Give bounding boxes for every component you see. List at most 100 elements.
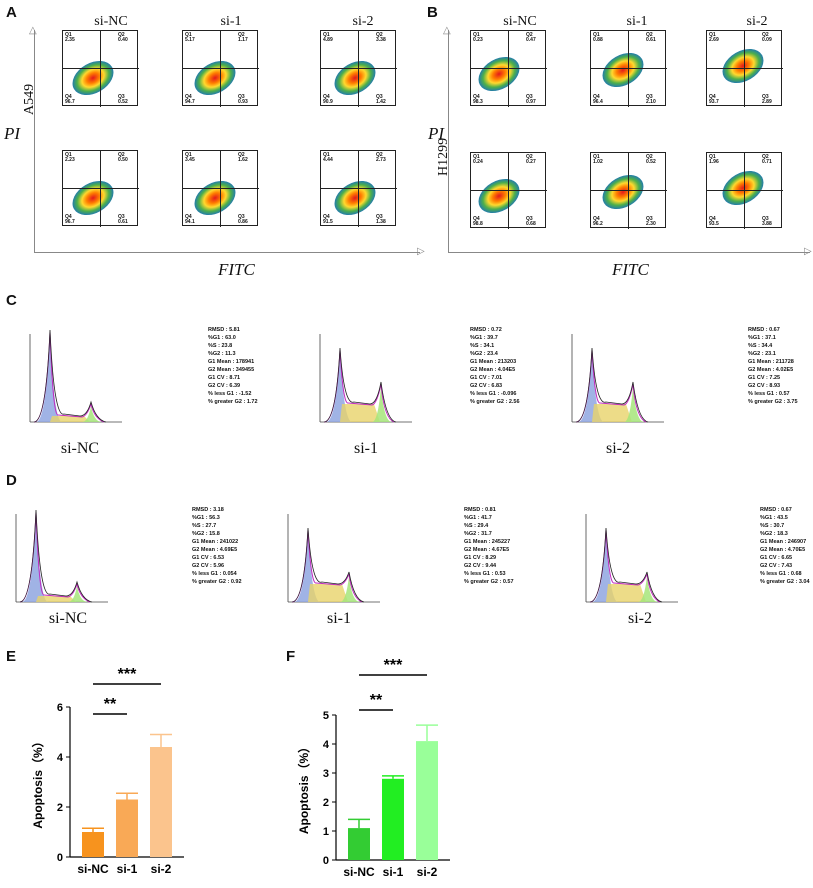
quadrant-value: Q4 91.5 [323, 214, 333, 225]
gate-line [183, 188, 259, 189]
panel-e-label: E [6, 648, 17, 665]
cell-population [716, 164, 770, 212]
gate-line [358, 31, 359, 107]
quadrant-value: Q1 1.96 [709, 154, 719, 165]
bar-si-NC [348, 828, 370, 860]
gate-line [321, 188, 397, 189]
panel-d-caption: si-2 [628, 610, 652, 627]
cell-population [472, 172, 526, 220]
gate-line [707, 68, 783, 69]
quadrant-value: Q4 94.1 [185, 214, 195, 225]
quadrant-value: Q3 0.86 [238, 214, 248, 225]
quadrant-value: Q1 4.89 [323, 32, 333, 43]
quadrant-value: Q1 2.35 [65, 32, 75, 43]
arrow-up-icon: △ [29, 25, 37, 36]
x-tick-label: si-1 [383, 865, 404, 879]
gate-line [591, 190, 667, 191]
cell-population [596, 168, 650, 216]
quadrant-value: Q3 0.93 [238, 94, 248, 105]
gate-line [628, 153, 629, 229]
bar-si-1 [382, 778, 404, 860]
g1-peak [36, 334, 62, 422]
cell-population [188, 54, 242, 102]
panel-a-row-label: A549 [22, 83, 37, 115]
quadrant-value: Q2 1.17 [238, 32, 248, 43]
y-tick-label: 4 [323, 739, 330, 751]
significance-label: ** [104, 696, 117, 713]
quadrant-value: Q3 3.88 [762, 216, 772, 227]
y-tick-label: 2 [57, 802, 63, 814]
panel-b-y-axis-line [448, 30, 449, 252]
quadrant-value: Q3 1.38 [376, 214, 386, 225]
arrow-up-icon: △ [443, 25, 451, 36]
quadrant-value: Q4 94.7 [185, 94, 195, 105]
gate-line [220, 151, 221, 227]
data-curve [291, 527, 365, 603]
quadrant-value: Q4 93.7 [709, 94, 719, 105]
panel-d-caption: si-NC [48, 610, 88, 627]
quadrant-value: Q4 96.2 [593, 216, 603, 227]
cell-cycle-histogram [287, 514, 380, 603]
gate-line [707, 190, 783, 191]
s-phase [36, 596, 76, 602]
panel-c-caption: si-NC [60, 440, 100, 457]
gate-line [220, 31, 221, 107]
panel-d-stats: RMSD : 3.18 %G1 : 56.3 %S : 27.7 %G2 : 1… [192, 507, 242, 585]
quadrant-value: Q3 0.52 [118, 94, 128, 105]
gate-line [508, 153, 509, 229]
quadrant-value: Q4 96.7 [65, 214, 75, 225]
quadrant-value: Q1 0.88 [593, 32, 603, 43]
flow-plot: Q1 2.35 Q2 0.40 Q3 0.52 Q4 96.7 [62, 30, 139, 107]
data-curve [19, 510, 93, 603]
panel-c-label: C [6, 292, 17, 309]
quadrant-value: Q1 0.24 [473, 154, 483, 165]
cell-population [328, 54, 382, 102]
flow-plot: Q1 4.44 Q2 2.73 Q3 1.38 Q4 91.5 [320, 150, 397, 227]
panel-c-stats: RMSD : 0.72 %G1 : 39.7 %S : 34.1 %G2 : 2… [470, 327, 520, 405]
panel-b-x-axis-title: FITC [612, 260, 649, 279]
quadrant-value: Q1 3.45 [185, 152, 195, 163]
data-curve [575, 347, 649, 423]
y-tick-label: 4 [57, 752, 64, 764]
panel-a-y-axis-title: PI [4, 124, 21, 143]
panel-a-x-axis-title: FITC [218, 260, 255, 279]
bar-si-NC [82, 832, 104, 857]
quadrant-value: Q2 0.50 [118, 152, 128, 163]
flow-plot: Q1 5.17 Q2 1.17 Q3 0.93 Q4 94.7 [182, 30, 259, 107]
panel-d-stats: RMSD : 0.81 %G1 : 41.7 %S : 29.4 %G2 : 3… [464, 507, 514, 585]
quadrant-value: Q3 0.97 [526, 94, 536, 105]
g2-peak [82, 406, 102, 422]
panel-b-group-header: si-NC [503, 14, 537, 29]
cell-cycle-histogram [319, 334, 412, 423]
g2-peak [372, 386, 392, 422]
flow-plot: Q1 2.69 Q2 0.09 Q3 2.89 Q4 93.7 [706, 30, 783, 107]
cell-population [596, 46, 650, 94]
x-tick-label: si-2 [417, 865, 438, 879]
y-axis-title: Apoptosis（%） [30, 735, 45, 828]
gate-line [100, 151, 101, 227]
quadrant-value: Q4 98.3 [473, 94, 483, 105]
y-tick-label: 2 [323, 797, 329, 809]
quadrant-value: Q2 0.52 [646, 154, 656, 165]
significance-label: *** [384, 657, 403, 674]
g2-peak [638, 576, 658, 602]
gate-line [591, 68, 667, 69]
g1-peak [22, 514, 48, 602]
panel-a-label: A [6, 4, 17, 21]
g2-peak [68, 586, 88, 602]
panel-b-group-header: si-2 [746, 14, 768, 29]
quadrant-value: Q3 2.10 [646, 94, 656, 105]
gate-line [321, 68, 397, 69]
quadrant-value: Q4 96.7 [65, 94, 75, 105]
bar-si-2 [416, 741, 438, 860]
x-tick-label: si-NC [77, 862, 109, 876]
quadrant-value: Q3 1.42 [376, 94, 386, 105]
arrow-right-icon: ▷ [804, 246, 812, 257]
y-tick-label: 0 [323, 855, 329, 867]
quadrant-value: Q2 0.40 [118, 32, 128, 43]
flow-plot: Q1 0.88 Q2 0.61 Q3 2.10 Q4 96.4 [590, 30, 667, 107]
flow-plot: Q1 1.96 Q2 0.71 Q3 3.88 Q4 93.5 [706, 152, 783, 229]
quadrant-value: Q2 0.71 [762, 154, 772, 165]
cell-cycle-histogram [585, 514, 678, 603]
